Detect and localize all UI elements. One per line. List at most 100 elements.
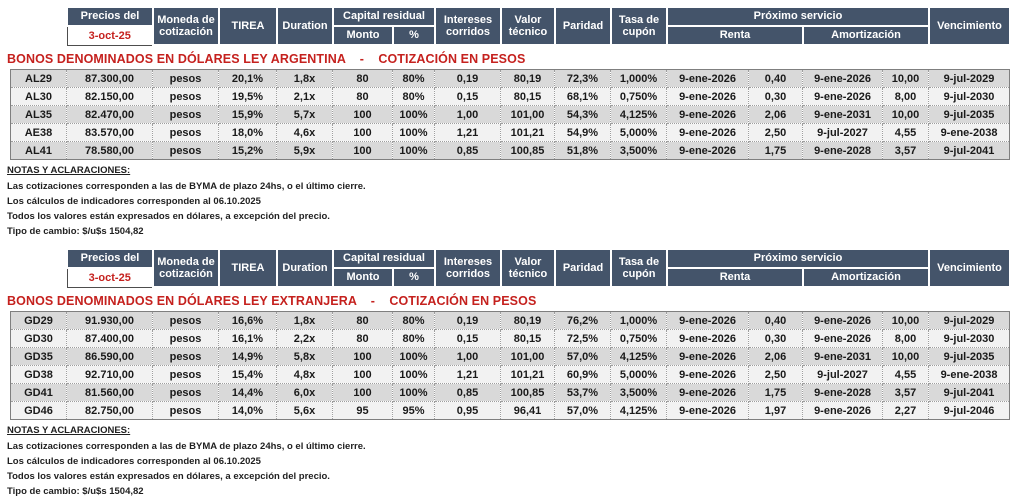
header-moneda: Moneda de cotización	[152, 248, 220, 288]
table-cell: 5,000%	[610, 123, 667, 142]
table-row: GD30 87.400,00 pesos 16,1% 2,2x 80 80% 0,15 80,1…	[10, 329, 1010, 348]
price-date-value: 3-oct-25	[66, 25, 154, 46]
table-cell: 57,0%	[554, 401, 611, 420]
bond-ticker-cell: GD41	[10, 383, 67, 402]
table-cell: 1,000%	[610, 311, 667, 330]
table-cell: 100,85	[500, 141, 555, 160]
table-cell: 5,6x	[276, 401, 333, 420]
table-cell: 80%	[392, 69, 435, 88]
table-cell: 60,9%	[554, 365, 611, 384]
table-cell: 72,3%	[554, 69, 611, 88]
table-cell: 9-ene-2026	[666, 123, 749, 142]
table-cell: 54,3%	[554, 105, 611, 124]
table-cell: 101,00	[500, 347, 555, 366]
table-cell: 0,15	[434, 329, 501, 348]
table-cell: 9-jul-2046	[928, 401, 1010, 420]
table-cell: 0,95	[434, 401, 501, 420]
table-cell: 9-ene-2031	[802, 347, 883, 366]
table-cell: 15,2%	[218, 141, 277, 160]
header-vencimiento: Vencimiento	[928, 6, 1011, 46]
header-tasa-cupon: Tasa de cupón	[610, 248, 668, 288]
table-cell: 9-jul-2041	[928, 141, 1010, 160]
section-title-ley-extranjera: BONOS DENOMINADOS EN DÓLARES LEY EXTRANJ…	[7, 294, 537, 308]
table-row: GD41 81.560,00 pesos 14,4% 6,0x 100 100% 0,85 10…	[10, 383, 1010, 402]
table-row: GD29 91.930,00 pesos 16,6% 1,8x 80 80% 0,19 80,1…	[10, 311, 1010, 330]
table-cell: 1,75	[748, 383, 803, 402]
table-cell: 10,00	[882, 105, 929, 124]
table-cell: 15,9%	[218, 105, 277, 124]
table-cell: 96,41	[500, 401, 555, 420]
table-cell: 1,75	[748, 141, 803, 160]
table-cell: 19,5%	[218, 87, 277, 106]
note-line: Las cotizaciones corresponden a las de B…	[7, 181, 366, 192]
header-tirea: TIREA	[218, 6, 278, 46]
table-cell: 53,7%	[554, 383, 611, 402]
bond-ticker-cell: GD35	[10, 347, 67, 366]
table-cell: 101,21	[500, 123, 555, 142]
table-cell: 3,57	[882, 383, 929, 402]
section-ley-extranjera: Precios del Moneda de cotización TIREA D…	[0, 248, 1024, 496]
table-cell: 100%	[392, 365, 435, 384]
table-cell: 2,06	[748, 347, 803, 366]
bond-ticker-cell: GD38	[10, 365, 67, 384]
table-cell: pesos	[152, 365, 219, 384]
table-cell: 0,30	[748, 329, 803, 348]
table-cell: 100%	[392, 141, 435, 160]
table-cell: 1,8x	[276, 311, 333, 330]
table-cell: 80	[332, 87, 393, 106]
bond-ticker-cell: GD30	[10, 329, 67, 348]
table-cell: 4,125%	[610, 347, 667, 366]
table-cell: pesos	[152, 69, 219, 88]
header-tirea: TIREA	[218, 248, 278, 288]
header-valor-tecnico: Valor técnico	[500, 248, 556, 288]
header-intereses: Intereses corridos	[434, 6, 502, 46]
bond-ticker-cell: AE38	[10, 123, 67, 142]
column-header-table: Precios del Moneda de cotización TIREA D…	[66, 6, 1011, 46]
column-header-table: Precios del Moneda de cotización TIREA D…	[66, 248, 1011, 288]
table-cell: 80%	[392, 87, 435, 106]
table-cell: 68,1%	[554, 87, 611, 106]
table-cell: 80%	[392, 311, 435, 330]
table-cell: 2,2x	[276, 329, 333, 348]
table-cell: 9-ene-2038	[928, 365, 1010, 384]
table-cell: pesos	[152, 311, 219, 330]
table-cell: 4,6x	[276, 123, 333, 142]
table-cell: 16,1%	[218, 329, 277, 348]
notes-heading: NOTAS Y ACLARACIONES:	[7, 425, 131, 436]
price-date-value: 3-oct-25	[66, 267, 154, 288]
table-row: AL30 82.150,00 pesos 19,5% 2,1x 80 80% 0,15 80,1…	[10, 87, 1010, 106]
header-monto: Monto	[332, 25, 394, 46]
table-cell: 80,15	[500, 329, 555, 348]
header-renta: Renta	[666, 25, 804, 46]
note-line: Todos los valores están expresados en dó…	[7, 211, 330, 222]
table-cell: 0,750%	[610, 87, 667, 106]
header-duration: Duration	[276, 6, 334, 46]
table-cell: 9-jul-2035	[928, 347, 1010, 366]
table-cell: 9-ene-2026	[666, 311, 749, 330]
table-cell: 9-jul-2030	[928, 329, 1010, 348]
table-cell: 9-ene-2026	[802, 69, 883, 88]
header-proximo-servicio: Próximo servicio	[666, 6, 930, 27]
note-line: Tipo de cambio: $/u$s 1504,82	[7, 486, 144, 496]
header-renta: Renta	[666, 267, 804, 288]
table-cell: 5,7x	[276, 105, 333, 124]
header-tasa-cupon: Tasa de cupón	[610, 6, 668, 46]
table-cell: pesos	[152, 383, 219, 402]
table-cell: 4,55	[882, 365, 929, 384]
table-cell: 9-ene-2026	[802, 87, 883, 106]
table-cell: 14,4%	[218, 383, 277, 402]
table-cell: 82.150,00	[66, 87, 153, 106]
table-cell: 1,21	[434, 365, 501, 384]
table-cell: 95	[332, 401, 393, 420]
note-line: Tipo de cambio: $/u$s 1504,82	[7, 226, 144, 237]
notes-heading: NOTAS Y ACLARACIONES:	[7, 165, 131, 176]
table-cell: 83.570,00	[66, 123, 153, 142]
header-pct: %	[392, 267, 436, 288]
table-cell: pesos	[152, 329, 219, 348]
header-amortizacion: Amortización	[802, 25, 930, 46]
table-cell: 2,27	[882, 401, 929, 420]
table-cell: pesos	[152, 347, 219, 366]
table-cell: 15,4%	[218, 365, 277, 384]
table-cell: 9-jul-2029	[928, 311, 1010, 330]
table-cell: 9-jul-2030	[928, 87, 1010, 106]
